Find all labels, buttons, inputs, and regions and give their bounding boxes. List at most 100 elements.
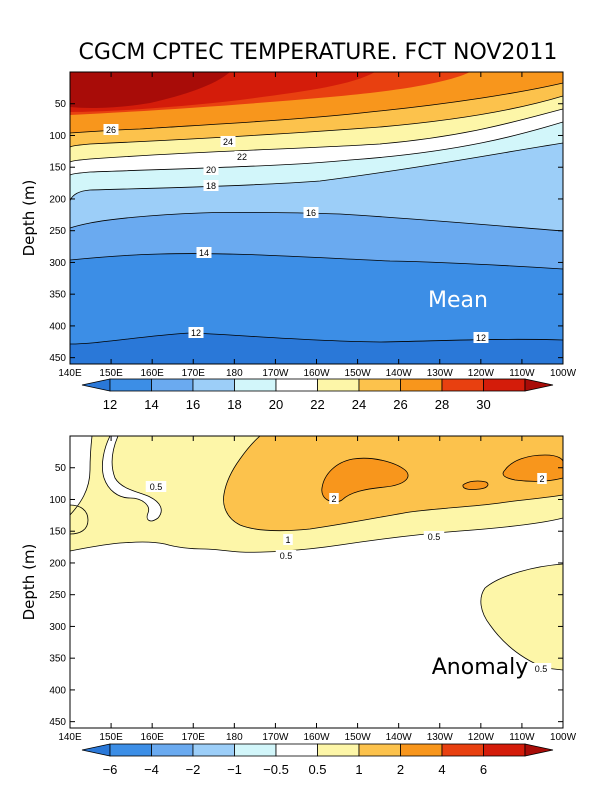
colorbar-level-label: 24 [352,397,366,412]
x-tick-label: 160E [140,732,164,743]
colorbar-swatch [358,743,401,757]
mean-panel-label: Mean [428,288,488,313]
y-tick-label: 150 [49,527,66,538]
colorbar-low-arrow [81,378,111,392]
contour-label: 1 [285,535,290,545]
colorbar-swatch [151,743,194,757]
x-tick-label: 150E [99,732,123,743]
colorbar-swatch [317,378,360,392]
colorbar-level-label: 14 [144,397,158,412]
colorbar-level-label: 12 [103,397,117,412]
y-tick-label: 100 [49,131,66,142]
colorbar-swatch [441,743,484,757]
contour-label-bg [530,663,552,674]
x-tick-label: 100W [550,732,577,743]
contour-label: 0.5 [535,664,548,674]
anomaly-fill-2-4-c [462,481,488,490]
colorbar-level-label: 0.5 [308,762,326,777]
y-tick-label: 250 [49,590,66,601]
x-tick-label: 110W [509,732,535,743]
contour-label: 26 [106,125,116,135]
contour-label-bg [203,164,219,175]
contour-label: 0.5 [428,532,441,542]
colorbar-level-label: 6 [480,762,487,777]
colorbar-level-label: 4 [438,762,445,777]
colorbar-swatch [275,378,318,392]
x-tick-label: 160W [303,368,330,379]
colorbar-level-label: 30 [476,397,490,412]
y-tick-label: 400 [49,685,66,696]
anomaly-colorbar: −6 −4 −2 −1 −0.5 0.5 1 2 4 6 [81,743,554,777]
x-tick-label: 140W [386,732,413,743]
mean-y-axis-label: Depth (m) [20,180,38,257]
x-tick-label: 140E [58,368,82,379]
y-tick-label: 300 [49,258,66,269]
x-tick-label: 140W [386,368,413,379]
x-tick-label: 150W [345,732,372,743]
colorbar-swatch [151,378,194,392]
contour-label-bg [275,550,297,561]
x-tick-label: 150W [345,368,372,379]
contour-label: 18 [206,181,216,191]
contour-label-bg [103,124,119,135]
contour-label: 12 [476,333,486,343]
colorbar-level-label: −2 [186,762,201,777]
contour-label: 14 [199,248,209,258]
anomaly-contour-lines [70,436,563,671]
anomaly-contour-fills: Anomaly [70,436,563,728]
colorbar-swatch [441,378,484,392]
colorbar-low-arrow [81,743,111,757]
contour-label-bg [473,332,489,343]
anomaly-fill-2-4-a [321,458,409,502]
contour-label: 0.5 [150,482,163,492]
y-tick-label: 50 [55,99,67,110]
contour-label: 2 [331,494,336,504]
colorbar-level-label: 26 [393,397,407,412]
x-tick-label: 170E [182,368,206,379]
colorbar-swatch [483,743,526,757]
contour-label-bg [188,327,204,338]
colorbar-swatch [234,743,277,757]
y-tick-label: 150 [49,163,66,174]
x-tick-label: 180 [226,368,243,379]
colorbar-swatch [275,743,318,757]
mean-colorbar: 12 14 16 18 20 22 24 26 28 30 [81,378,554,412]
anomaly-axes: 140E 150E 160E 170E 180 170W 160W 150W 140W 130W 1… [49,436,577,743]
mean-axes: 140E 150E 160E 170E 180 170W 160W 150W 140W 130W 1… [49,72,577,379]
contour-label: 2 [539,474,544,484]
anomaly-contour-labels: 0.5 2 1 0.5 0.5 2 0.5 [145,473,552,674]
contour-label-bg [423,531,445,542]
colorbar-swatch [109,743,152,757]
colorbar-high-arrow [524,743,554,757]
colorbar-swatch [400,378,443,392]
y-tick-label: 350 [49,654,66,665]
contour-label: 22 [237,152,247,162]
contour-label-bg [220,136,236,147]
colorbar-swatch [483,378,526,392]
colorbar-level-label: 20 [269,397,283,412]
mean-fill-core [70,72,230,108]
y-tick-label: 100 [49,495,66,506]
colorbar-swatch [234,378,277,392]
x-tick-label: 120W [468,732,495,743]
contour-label-bg [537,473,547,484]
colorbar-level-label: −4 [144,762,159,777]
x-tick-label: 120W [468,368,495,379]
mean-contour-fills: Mean [70,72,563,364]
colorbar-swatch [192,378,235,392]
colorbar-swatch [358,378,401,392]
y-tick-label: 200 [49,558,66,569]
x-tick-label: 170W [262,368,289,379]
mean-contour-labels: 26 24 22 20 18 16 14 12 12 [103,124,489,343]
y-tick-label: 450 [49,353,66,364]
contour-label: 24 [223,137,233,147]
y-tick-label: 350 [49,290,66,301]
anomaly-panel-label: Anomaly [432,655,529,680]
anomaly-fill-05-1-left [70,505,88,534]
x-tick-label: 180 [226,732,243,743]
figure-title: CGCM CPTEC TEMPERATURE. FCT NOV2011 [79,40,558,65]
colorbar-high-arrow [524,378,554,392]
contour-label: 0.5 [280,551,293,561]
colorbar-swatch [109,378,152,392]
